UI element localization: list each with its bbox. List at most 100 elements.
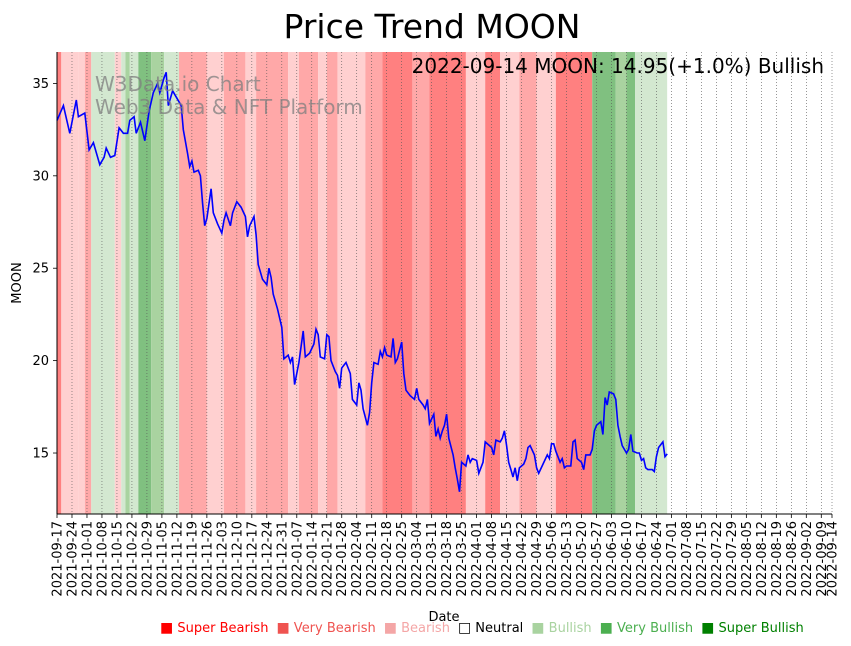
x-tick-label: 2022-07-08 xyxy=(680,521,695,597)
trend-band-35 xyxy=(635,52,668,514)
x-tick-label: 2021-12-17 xyxy=(245,521,260,597)
x-tick-label: 2021-12-03 xyxy=(215,521,230,597)
trend-band-20 xyxy=(326,52,338,514)
x-tick-label: 2022-02-18 xyxy=(380,521,395,597)
legend-swatch-icon: ■ xyxy=(383,620,397,636)
trend-band-4 xyxy=(91,52,115,514)
watermark-line-2: Web3 Data & NFT Platform xyxy=(95,95,363,119)
trend-band-11 xyxy=(164,52,180,514)
legend-swatch-icon: ■ xyxy=(701,620,715,636)
trend-band-6 xyxy=(121,52,126,514)
legend-item-bearish: ■ Bearish xyxy=(383,620,450,636)
trend-band-29 xyxy=(519,52,537,514)
x-tick-label: 2022-06-10 xyxy=(620,521,635,597)
x-tick-label: 2021-12-31 xyxy=(275,521,290,597)
x-tick-label: 2022-02-11 xyxy=(365,521,380,597)
x-tick-label: 2022-01-07 xyxy=(290,521,305,597)
trend-band-2 xyxy=(78,52,85,514)
trend-band-28 xyxy=(500,52,520,514)
trend-band-19 xyxy=(318,52,327,514)
trend-band-17 xyxy=(288,52,299,514)
trend-band-22 xyxy=(365,52,383,514)
x-tick-label: 2022-07-15 xyxy=(695,521,710,597)
x-tick-label: 2022-09-14 xyxy=(826,521,841,597)
trend-band-31 xyxy=(555,52,593,514)
legend-swatch-icon: ■ xyxy=(160,620,174,636)
trend-band-32 xyxy=(592,52,616,514)
x-ticks: 2021-09-17 2021-09-24 2021-10-01 2021-10-08… xyxy=(51,514,841,597)
x-tick-label: 2022-03-25 xyxy=(455,521,470,597)
legend-item-super-bearish: ■ Super Bearish xyxy=(160,620,269,636)
y-tick-label: 15 xyxy=(32,447,49,462)
trend-band-15 xyxy=(245,52,257,514)
trend-band-14 xyxy=(223,52,246,514)
trend-band-23 xyxy=(382,52,413,514)
y-tick-label: 30 xyxy=(32,169,49,184)
watermark-line-1: W3Data.io Chart xyxy=(95,72,261,96)
x-tick-label: 2022-08-05 xyxy=(740,521,755,597)
trend-band-5 xyxy=(114,52,122,514)
trend-band-8 xyxy=(129,52,139,514)
x-tick-label: 2021-10-29 xyxy=(140,521,155,597)
trend-band-24 xyxy=(412,52,430,514)
x-tick-label: 2022-01-14 xyxy=(305,521,320,597)
x-tick-label: 2022-08-12 xyxy=(755,521,770,597)
legend-label: Bearish xyxy=(396,621,450,636)
legend-item-very-bullish: ■ Very Bullish xyxy=(599,620,694,636)
y-tick-label: 25 xyxy=(32,262,49,277)
legend-label: Super Bearish xyxy=(173,621,269,636)
x-tick-label: 2022-06-03 xyxy=(605,521,620,597)
x-gridlines xyxy=(56,52,833,514)
x-tick-label: 2021-10-01 xyxy=(80,521,95,597)
trend-bands xyxy=(57,52,668,514)
trend-band-13 xyxy=(206,52,224,514)
x-tick-label: 2022-07-29 xyxy=(725,521,740,597)
trend-band-27 xyxy=(485,52,501,514)
legend-item-super-bullish: ■ Super Bullish xyxy=(701,620,804,636)
trend-band-10 xyxy=(151,52,165,514)
trend-band-9 xyxy=(138,52,152,514)
x-tick-label: 2022-05-06 xyxy=(545,521,560,597)
legend-item-very-bearish: ■ Very Bearish xyxy=(276,620,375,636)
trend-band-21 xyxy=(337,52,366,514)
x-tick-label: 2021-11-05 xyxy=(155,521,170,597)
trend-band-33 xyxy=(615,52,627,514)
x-tick-label: 2021-12-10 xyxy=(230,521,245,597)
legend-swatch-icon: ■ xyxy=(599,620,613,636)
x-tick-label: 2021-10-08 xyxy=(95,521,110,597)
trend-band-30 xyxy=(536,52,556,514)
chart-title: Price Trend MOON xyxy=(284,7,581,46)
legend-label: Very Bullish xyxy=(612,621,694,636)
legend-label: Bullish xyxy=(544,621,592,636)
x-tick-label: 2022-03-04 xyxy=(410,521,425,597)
axes xyxy=(56,52,832,515)
x-tick-label: 2022-04-29 xyxy=(530,521,545,597)
x-tick-label: 2022-03-11 xyxy=(425,521,440,597)
x-tick-label: 2022-05-27 xyxy=(590,521,605,597)
x-tick-label: 2021-09-17 xyxy=(51,521,66,597)
x-tick-label: 2021-09-24 xyxy=(65,521,80,597)
trend-band-1 xyxy=(61,52,79,514)
trend-band-0 xyxy=(57,52,62,514)
trend-legend: ■ Super Bearish ■ Very Bearish ■ Bearish □ … xyxy=(160,620,850,636)
y-ticks: 15 20 25 30 35 xyxy=(32,77,57,462)
x-tick-label: 2022-04-08 xyxy=(485,521,500,597)
x-tick-label: 2022-01-21 xyxy=(320,521,335,597)
x-tick-label: 2021-11-26 xyxy=(200,521,215,597)
y-tick-label: 20 xyxy=(32,354,49,369)
y-tick-label: 35 xyxy=(32,77,49,92)
legend-item-neutral: □ Neutral xyxy=(457,620,524,636)
trend-band-18 xyxy=(298,52,319,514)
legend-label: Neutral xyxy=(471,621,524,636)
x-tick-label: 2022-02-25 xyxy=(395,521,410,597)
x-tick-label: 2022-05-20 xyxy=(575,521,590,597)
trend-band-26 xyxy=(465,52,486,514)
x-tick-label: 2022-03-18 xyxy=(440,521,455,597)
legend-item-bullish: ■ Bullish xyxy=(531,620,592,636)
trend-band-7 xyxy=(125,52,130,514)
legend-swatch-icon: □ xyxy=(457,620,472,636)
x-tick-label: 2022-04-22 xyxy=(515,521,530,597)
price-line xyxy=(56,72,668,492)
x-tick-label: 2022-09-09 xyxy=(815,521,830,597)
